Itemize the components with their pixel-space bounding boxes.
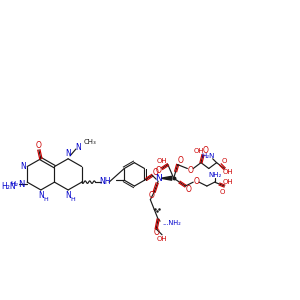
Text: OH: OH [194,148,204,154]
Text: N: N [20,162,26,171]
Text: NH₂: NH₂ [208,172,221,178]
Text: O: O [193,177,199,186]
Text: N: N [38,191,44,200]
Text: OH: OH [223,179,234,185]
Text: O: O [153,228,159,237]
Text: O: O [220,189,225,195]
Text: N: N [65,149,71,158]
Text: NH: NH [99,177,111,186]
Text: O: O [152,168,158,177]
Text: N: N [18,180,25,189]
Text: N: N [75,142,81,152]
Text: O: O [203,146,209,155]
Text: OH: OH [157,236,167,242]
Text: ...NH₂: ...NH₂ [162,220,181,226]
Text: O: O [148,191,154,200]
Text: O: O [178,156,184,165]
Text: H₂: H₂ [11,181,19,187]
Text: O: O [36,141,42,150]
Polygon shape [161,176,172,180]
Text: N: N [155,174,161,183]
Text: H₂N: H₂N [1,182,16,190]
Text: O: O [185,185,191,194]
Text: H: H [70,197,75,202]
Text: OH: OH [223,169,234,175]
Text: O: O [155,166,161,175]
Text: H₂N: H₂N [201,153,214,159]
Text: CH₃: CH₃ [84,139,97,145]
Text: H: H [43,197,48,202]
Text: O: O [188,166,193,175]
Text: OH: OH [157,158,167,164]
Text: N: N [65,191,71,200]
Text: O: O [222,158,227,164]
